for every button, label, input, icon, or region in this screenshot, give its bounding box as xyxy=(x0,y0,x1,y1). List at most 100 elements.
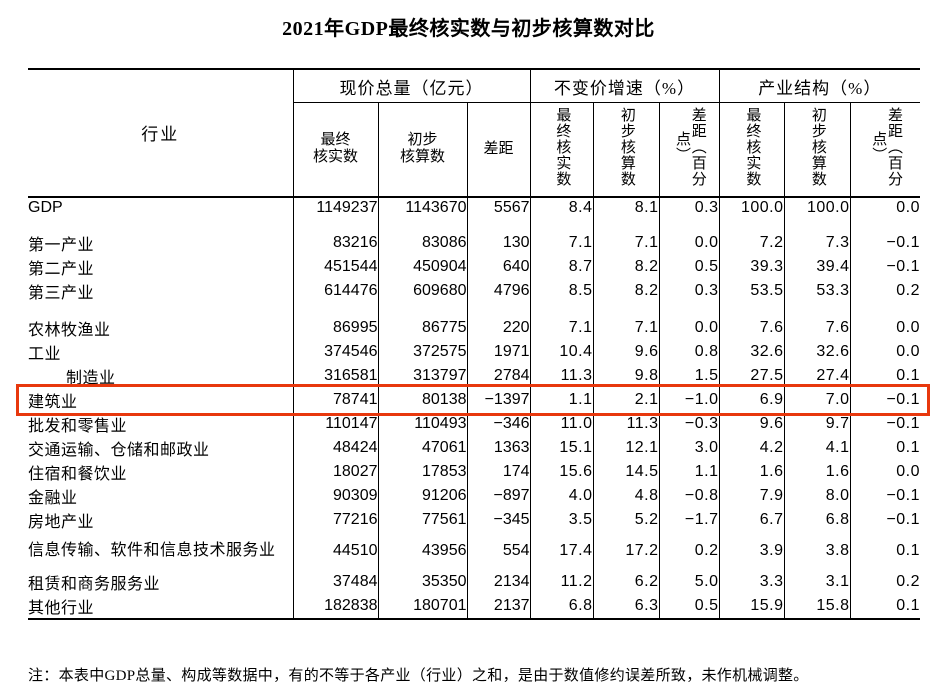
row-cell: 3.8 xyxy=(783,531,851,570)
row-cell: 6.7 xyxy=(718,507,785,532)
row-cell: 91206 xyxy=(377,483,467,508)
row-cell: 130 xyxy=(466,230,531,255)
row-cell: 0.3 xyxy=(658,195,720,218)
spacer-row xyxy=(28,217,921,231)
row-cell: 7.1 xyxy=(592,230,660,255)
gdp-table-container: 行业 现价总量（亿元） 不变价增速（%） 产业结构（%） 最终 核实数 初步 核… xyxy=(16,68,930,620)
row-cell: 0.0 xyxy=(658,315,720,340)
row-cell: 0.1 xyxy=(849,435,921,460)
row-cell: 316581 xyxy=(292,363,378,388)
row-cell: 15.8 xyxy=(783,593,851,620)
row-label: 第一产业 xyxy=(28,236,95,254)
row-cell: 37484 xyxy=(292,569,378,594)
row-cell: 32.6 xyxy=(718,339,785,364)
row-label: 房地产业 xyxy=(28,513,95,531)
row-cell: 110147 xyxy=(292,411,378,436)
row-cell: 0.0 xyxy=(658,230,720,255)
row-label: 批发和零售业 xyxy=(28,417,128,435)
row-cell: 44510 xyxy=(292,531,378,570)
header-sub-gap-growth: 差距（百分点） xyxy=(658,102,720,198)
table-row: GDP 1149237 1143670 5567 8.4 8.1 0.3 100.0 100.0… xyxy=(28,195,921,218)
row-cell: 0.2 xyxy=(658,531,720,570)
row-cell: −0.1 xyxy=(849,507,921,532)
spacer-cell xyxy=(592,217,660,231)
row-cell: 6.8 xyxy=(529,593,594,620)
row-cell: 86995 xyxy=(292,315,378,340)
header-sub-final-value-l1: 最终 xyxy=(320,132,351,149)
row-label: 第三产业 xyxy=(28,284,95,302)
row-cell: 4796 xyxy=(466,278,531,303)
row-cell: 7.3 xyxy=(783,230,851,255)
spacer-cell xyxy=(377,217,467,231)
row-cell: 7.6 xyxy=(783,315,851,340)
row-cell: 39.3 xyxy=(718,254,785,279)
row-cell: 0.5 xyxy=(658,593,720,620)
row-cell: 8.2 xyxy=(592,254,660,279)
row-cell: 7.6 xyxy=(718,315,785,340)
table-row: 交通运输、仓储和邮政业 48424 47061 1363 15.1 12.1 3.0 4.2 4… xyxy=(28,435,921,460)
header-sub-row: 最终 核实数 初步 核算数 差距 最终核实数 初步核算数 xyxy=(28,102,921,198)
header-sub-final-growth: 最终核实数 xyxy=(529,102,594,198)
row-label: 租赁和商务服务业 xyxy=(28,575,161,593)
row-cell: 8.0 xyxy=(783,483,851,508)
row-cell: 451544 xyxy=(292,254,378,279)
row-cell: 0.5 xyxy=(658,254,720,279)
row-cell: −0.1 xyxy=(849,387,921,412)
row-cell: 4.0 xyxy=(529,483,594,508)
row-cell: 53.5 xyxy=(718,278,785,303)
row-cell: 18027 xyxy=(292,459,378,484)
table-row: 制造业 316581 313797 2784 11.3 9.8 1.5 27.5 27.4 0.1 xyxy=(28,363,921,388)
row-cell: 1.6 xyxy=(718,459,785,484)
row-cell: 7.1 xyxy=(529,230,594,255)
row-cell: 174 xyxy=(466,459,531,484)
header-group-constant-price-growth: 不变价增速（%） xyxy=(529,68,720,103)
row-cell: 0.3 xyxy=(658,278,720,303)
row-label: 住宿和餐饮业 xyxy=(28,465,128,483)
header-sub-preliminary-value-l1: 初步 xyxy=(407,132,438,149)
row-cell: 47061 xyxy=(377,435,467,460)
table-row: 租赁和商务服务业 37484 35350 2134 11.2 6.2 5.0 3.3 3.1 0.… xyxy=(28,569,921,594)
row-cell: 1363 xyxy=(466,435,531,460)
row-cell: 8.1 xyxy=(592,195,660,218)
row-cell: 450904 xyxy=(377,254,467,279)
row-cell: 1.5 xyxy=(658,363,720,388)
row-cell: 2784 xyxy=(466,363,531,388)
table-row: 第三产业 614476 609680 4796 8.5 8.2 0.3 53.5 53.3 0.2 xyxy=(28,278,921,303)
row-cell: 15.6 xyxy=(529,459,594,484)
table-row: 批发和零售业 110147 110493 −346 11.0 11.3 −0.3 9.6 9.7… xyxy=(28,411,921,436)
table-row: 金融业 90309 91206 −897 4.0 4.8 −0.8 7.9 8.0 −0.1 xyxy=(28,483,921,508)
spacer-row xyxy=(28,302,921,316)
row-cell: 0.0 xyxy=(849,195,921,218)
table-row: 工业 374546 372575 1971 10.4 9.6 0.8 32.6 32.6 0.0 xyxy=(28,339,921,364)
row-cell: 11.0 xyxy=(529,411,594,436)
row-cell: 48424 xyxy=(292,435,378,460)
row-cell: 53.3 xyxy=(783,278,851,303)
spacer-label xyxy=(28,218,293,231)
row-cell: 27.5 xyxy=(718,363,785,388)
spacer-cell xyxy=(658,217,720,231)
row-cell: −0.1 xyxy=(849,483,921,508)
row-cell: 6.3 xyxy=(592,593,660,620)
spacer-cell xyxy=(466,302,531,316)
table-row: 建筑业 78741 80138 −1397 1.1 2.1 −1.0 6.9 7.0 −0.1 xyxy=(28,387,921,412)
gdp-comparison-table: 行业 现价总量（亿元） 不变价增速（%） 产业结构（%） 最终 核实数 初步 核… xyxy=(28,68,921,620)
row-cell: 3.3 xyxy=(718,569,785,594)
row-cell: 6.2 xyxy=(592,569,660,594)
row-cell: 640 xyxy=(466,254,531,279)
row-cell: 2.1 xyxy=(592,387,660,412)
header-sub-gap-value: 差距 xyxy=(466,102,531,198)
row-cell: 7.0 xyxy=(783,387,851,412)
spacer-cell xyxy=(783,302,851,316)
row-cell: 8.5 xyxy=(529,278,594,303)
row-cell: 3.0 xyxy=(658,435,720,460)
row-cell: 77561 xyxy=(377,507,467,532)
row-label: 其他行业 xyxy=(28,593,293,620)
header-sub-final-value: 最终 核实数 xyxy=(292,102,378,198)
row-cell: 0.0 xyxy=(849,315,921,340)
row-cell: 182838 xyxy=(292,593,378,620)
row-cell: 372575 xyxy=(377,339,467,364)
row-cell: 4.1 xyxy=(783,435,851,460)
row-cell: 4.8 xyxy=(592,483,660,508)
row-cell: 5567 xyxy=(466,195,531,218)
row-cell: 7.1 xyxy=(592,315,660,340)
